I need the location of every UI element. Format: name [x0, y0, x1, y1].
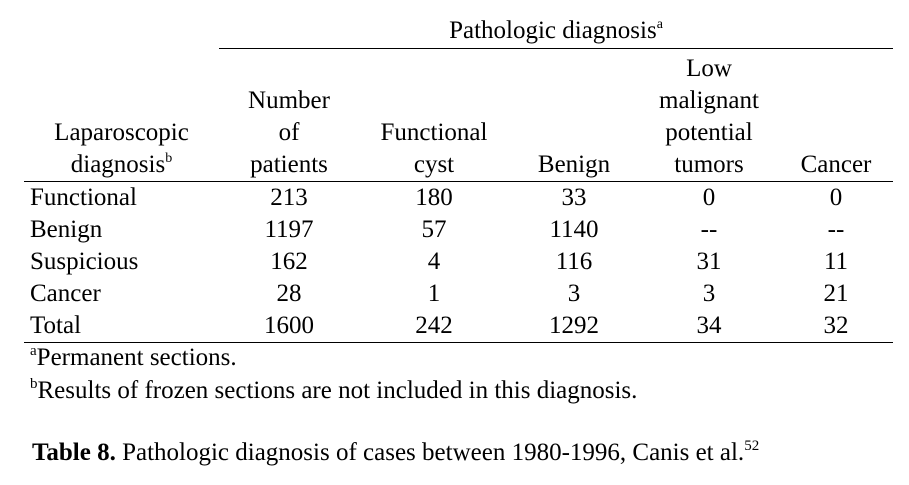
table-row-total: Total 1600 242 1292 34 32: [24, 310, 893, 343]
table-cell: 1292: [509, 310, 639, 343]
column-header-cancer: Cancer: [779, 49, 893, 182]
footnote-text: Permanent sections.: [36, 344, 237, 371]
footnote-b: bResults of frozen sections are not incl…: [30, 374, 637, 407]
row-label: Total: [24, 310, 219, 343]
row-label: Suspicious: [30, 248, 139, 275]
table-cell: 0: [829, 184, 843, 211]
row-label: Benign: [30, 216, 103, 243]
column-header-laparoscopic-line1: Laparoscopic: [54, 119, 189, 146]
table-cell: 11: [823, 248, 849, 275]
table-caption: Table 8. Pathologic diagnosis of cases b…: [32, 437, 759, 469]
table-row: Benign 1197 57 1140 -- --: [24, 214, 893, 246]
row-label: Cancer: [30, 280, 101, 307]
column-header-number-of-patients: Number of patients: [219, 49, 359, 182]
table-cell: 28: [276, 280, 302, 307]
footnote-text: Results of frozen sections are not inclu…: [37, 377, 638, 404]
row-label: Functional: [30, 184, 137, 211]
table-cell: 162: [270, 248, 308, 275]
table-cell: 1: [427, 280, 441, 307]
column-header-number-line2: Number: [248, 87, 330, 114]
column-header-number-line4: patients: [250, 151, 328, 178]
table-cell: 34: [639, 310, 779, 343]
table-row: Cancer 28 1 3 3 21: [24, 278, 893, 310]
column-header-lmp-line1: Low: [686, 55, 732, 82]
table-cell: --: [700, 216, 718, 243]
table-cell: 3: [702, 280, 716, 307]
column-header-lmp-line4: tumors: [674, 151, 744, 178]
table-cell: 180: [415, 184, 453, 211]
column-header-low-malignant-potential-tumors: Low malignant potential tumors: [639, 49, 779, 182]
pathologic-diagnosis-table: Pathologic diagnosisa Laparoscopic diagn…: [24, 14, 893, 343]
table-cell: 33: [561, 184, 587, 211]
group-header-label: Pathologic diagnosis: [449, 17, 657, 44]
table-cell: 31: [696, 248, 722, 275]
table-cell: 21: [823, 280, 849, 307]
group-header-pathologic-diagnosis: Pathologic diagnosisa: [219, 14, 893, 49]
table-cell: 0: [702, 184, 716, 211]
column-header-lmp-line2: malignant: [659, 87, 759, 114]
column-header-laparoscopic-line2: diagnosis: [70, 151, 166, 178]
footnote-a: aPermanent sections.: [30, 341, 637, 374]
table-group-header-row: Pathologic diagnosisa: [24, 14, 893, 49]
group-header-spacer: [24, 14, 219, 49]
caption-reference: 52: [744, 437, 760, 454]
table-cell: 4: [427, 248, 441, 275]
column-header-cancer-line4: Cancer: [800, 151, 872, 178]
group-header-footnote-marker: a: [656, 16, 663, 32]
column-header-functional-line3: Functional: [380, 119, 488, 146]
table-cell: 213: [270, 184, 308, 211]
table-cell: 1600: [219, 310, 359, 343]
table-cell: 1197: [264, 216, 314, 243]
table-row: Functional 213 180 33 0 0: [24, 182, 893, 215]
column-header-functional-line4: cyst: [413, 151, 455, 178]
footnote-marker: a: [30, 342, 37, 359]
column-header-benign: Benign: [509, 49, 639, 182]
table-cell: 242: [359, 310, 509, 343]
column-header-number-line3: of: [278, 119, 300, 146]
table-cell: 1140: [549, 216, 599, 243]
table-cell: 116: [555, 248, 593, 275]
table-cell: 3: [567, 280, 581, 307]
column-header-laparoscopic-diagnosis: Laparoscopic diagnosisb: [24, 49, 219, 182]
column-header-laparoscopic-footnote-marker: b: [165, 150, 173, 166]
column-header-laparoscopic-line2-wrap: diagnosisb: [24, 149, 219, 181]
column-header-benign-line4: Benign: [537, 151, 611, 178]
caption-text: Pathologic diagnosis of cases between 19…: [115, 439, 745, 466]
table-footnotes: aPermanent sections. bResults of frozen …: [30, 341, 637, 407]
table-column-header-row: Laparoscopic diagnosisb Number of patien…: [24, 49, 893, 182]
table-cell: 57: [421, 216, 447, 243]
footnote-marker: b: [30, 375, 38, 392]
table-cell: --: [827, 216, 845, 243]
table-cell: 32: [779, 310, 893, 343]
column-header-lmp-line3: potential: [665, 119, 753, 146]
caption-label: Table 8.: [32, 439, 116, 466]
column-header-functional-cyst: Functional cyst: [359, 49, 509, 182]
table-row: Suspicious 162 4 116 31 11: [24, 246, 893, 278]
